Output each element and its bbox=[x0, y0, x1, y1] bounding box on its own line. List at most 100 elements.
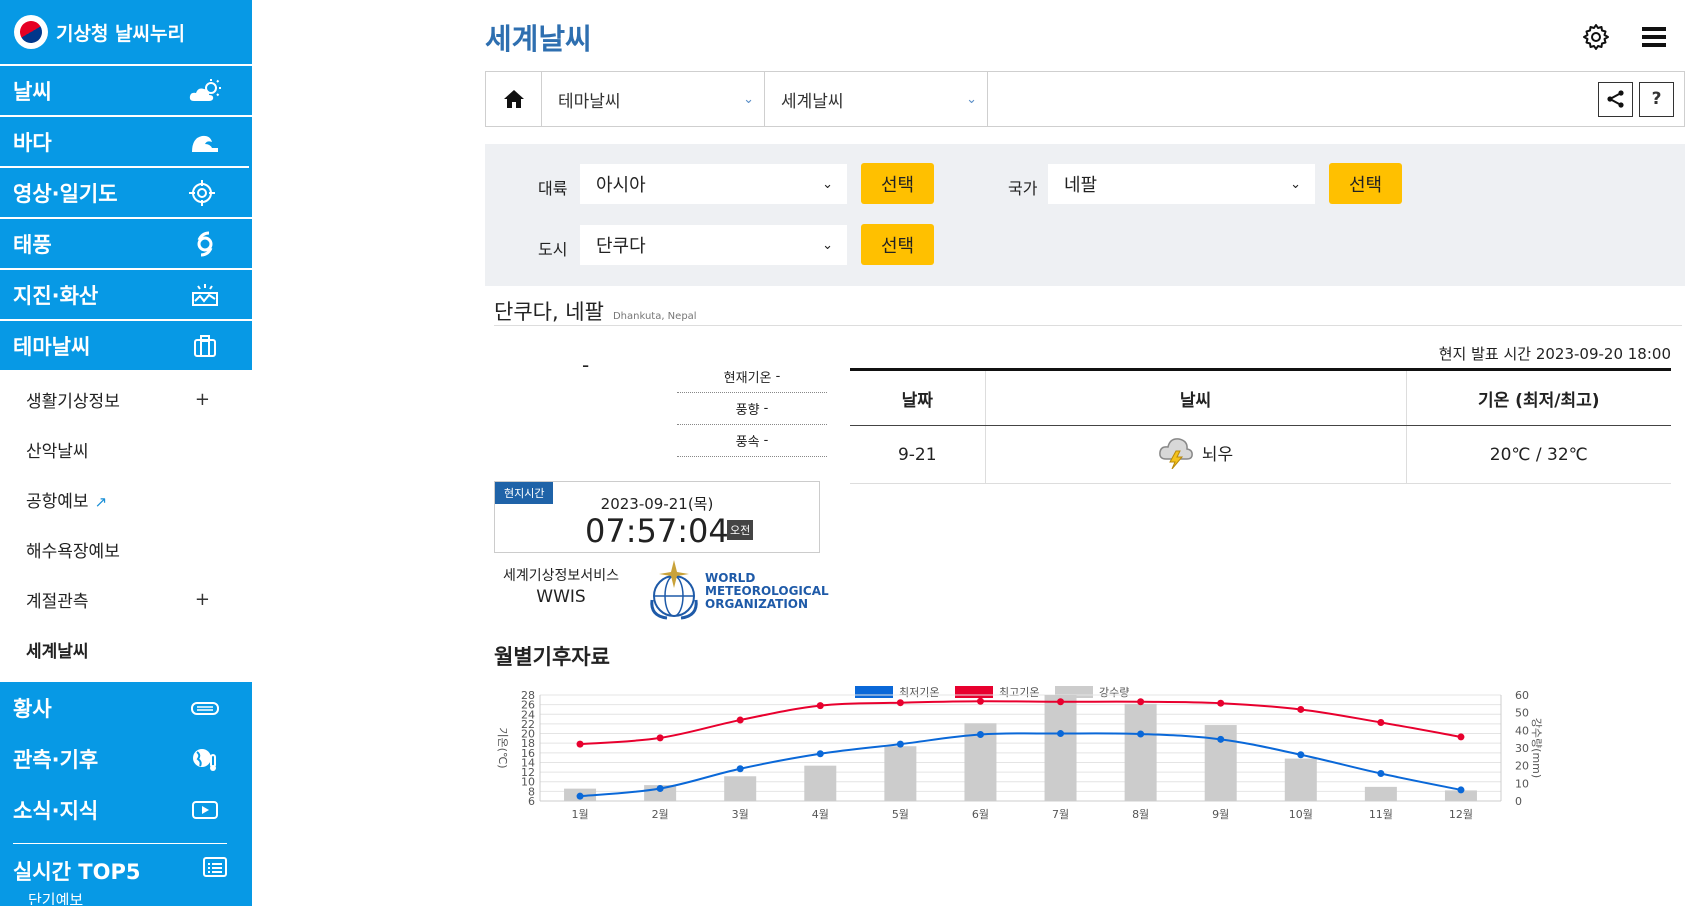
settings-button[interactable] bbox=[1579, 20, 1613, 54]
wmo-line1: WORLD bbox=[705, 570, 756, 585]
sub-item-beach[interactable]: 해수욕장예보 bbox=[0, 524, 252, 574]
wwis-name-en: WWIS bbox=[536, 587, 586, 607]
sub-item-living[interactable]: 생활기상정보 + bbox=[0, 374, 252, 424]
plus-icon[interactable]: + bbox=[194, 588, 210, 610]
sub-label-active: 세계날씨 bbox=[18, 637, 97, 662]
dust-icon bbox=[188, 694, 222, 722]
x-tick-label: 4월 bbox=[812, 808, 829, 821]
sidebar: 기상청 날씨누리 날씨 바다 영상·일기도 bbox=[0, 0, 252, 906]
precip-bar bbox=[1364, 786, 1397, 801]
wind-speed-row: 풍속 - bbox=[677, 425, 827, 457]
nav-label: 바다 bbox=[13, 130, 52, 155]
col-date: 날짜 bbox=[850, 369, 985, 426]
legend-swatch bbox=[955, 686, 993, 698]
home-button[interactable] bbox=[486, 72, 542, 126]
nav-news[interactable]: 소식·지식 bbox=[0, 784, 252, 835]
y-tick-label-left: 8 bbox=[528, 785, 535, 798]
y-tick-label-left: 26 bbox=[521, 699, 535, 712]
nav-theme-weather[interactable]: 테마날씨 bbox=[0, 319, 252, 370]
hamburger-icon bbox=[1642, 27, 1666, 47]
globe-thermometer-icon bbox=[188, 745, 222, 773]
country-select-button[interactable]: 선택 bbox=[1329, 163, 1402, 204]
y-axis-title-left: 기온(℃) bbox=[496, 727, 509, 768]
sub-label: 산악날씨 bbox=[26, 441, 89, 462]
nav-weather[interactable]: 날씨 bbox=[0, 64, 252, 115]
min-temp-point bbox=[1297, 751, 1305, 759]
y-tick-label-left: 16 bbox=[521, 747, 535, 760]
row-date: 9-21 bbox=[850, 425, 985, 484]
x-tick-label: 1월 bbox=[571, 808, 588, 821]
wwis-name-ko: 세계기상정보서비스 bbox=[503, 568, 619, 584]
wmo-line2: METEOROLOGICAL bbox=[705, 583, 829, 598]
breadcrumb-select-theme[interactable]: 테마날씨 ⌄ bbox=[542, 72, 765, 126]
min-temp-point bbox=[656, 784, 664, 792]
continent-select[interactable]: 아시아 ⌄ bbox=[580, 164, 847, 204]
chevron-down-icon: ⌄ bbox=[822, 237, 833, 253]
wind-speed-label: 풍속 bbox=[735, 435, 760, 450]
y-tick-label-right: 60 bbox=[1515, 689, 1529, 702]
precip-bar bbox=[1444, 790, 1477, 801]
country-label: 국가 bbox=[1008, 179, 1038, 198]
y-tick-label-left: 18 bbox=[521, 737, 535, 750]
chevron-down-icon: ⌄ bbox=[822, 176, 833, 192]
wmo-emblem-icon bbox=[650, 560, 698, 620]
site-name: 기상청 날씨누리 bbox=[56, 22, 185, 45]
nav-label: 소식·지식 bbox=[13, 798, 99, 823]
wind-dir-value: - bbox=[763, 401, 769, 416]
max-temp-point bbox=[1137, 698, 1145, 706]
share-button[interactable] bbox=[1598, 81, 1633, 117]
y-tick-label-right: 50 bbox=[1515, 707, 1529, 720]
city-select[interactable]: 단쿠다 ⌄ bbox=[580, 225, 847, 265]
x-tick-label: 5월 bbox=[892, 808, 909, 821]
y-tick-label-left: 10 bbox=[521, 776, 535, 789]
legend-swatch bbox=[855, 686, 893, 698]
thunderstorm-icon bbox=[1158, 438, 1193, 469]
site-logo[interactable]: 기상청 날씨누리 bbox=[0, 0, 252, 64]
continent-select-button[interactable]: 선택 bbox=[861, 163, 934, 204]
nav-observation[interactable]: 관측·기후 bbox=[0, 733, 252, 784]
legend-label: 최고기온 bbox=[999, 686, 1039, 699]
nav-earthquake[interactable]: 지진·화산 bbox=[0, 268, 252, 319]
col-weather: 날씨 bbox=[984, 369, 1406, 426]
local-time-tag: 현지시간 bbox=[495, 482, 554, 504]
x-tick-label: 3월 bbox=[732, 808, 749, 821]
help-button[interactable]: ? bbox=[1639, 81, 1674, 117]
country-select[interactable]: 네팔 ⌄ bbox=[1048, 164, 1315, 204]
nav-typhoon[interactable]: 태풍 bbox=[0, 217, 252, 268]
wmo-logo[interactable]: WORLD METEOROLOGICAL ORGANIZATION bbox=[647, 560, 829, 622]
legend-label: 최저기온 bbox=[899, 686, 939, 699]
share-icon bbox=[1606, 90, 1624, 108]
sub-item-mountain[interactable]: 산악날씨 bbox=[0, 424, 252, 474]
sub-item-world[interactable]: 세계날씨 bbox=[0, 624, 252, 674]
min-temp-point bbox=[1377, 770, 1385, 778]
realtime-top5[interactable]: 실시간 TOP5 bbox=[13, 843, 227, 891]
city-heading: 단쿠다, 네팔 Dhankuta, Nepal bbox=[494, 296, 1682, 326]
menu-button[interactable] bbox=[1637, 20, 1671, 54]
theme-submenu: 생활기상정보 + 산악날씨 공항예보 ↗ 해수욕장예보 계절관측 + 세계날씨 bbox=[0, 370, 252, 682]
current-temp-value: - bbox=[775, 369, 781, 384]
y-tick-label-right: 10 bbox=[1515, 777, 1529, 790]
max-temp-point bbox=[816, 702, 824, 710]
chevron-down-icon: ⌄ bbox=[966, 91, 977, 107]
earthquake-icon bbox=[188, 281, 222, 309]
top5-first-item[interactable]: 단기예보 bbox=[28, 891, 84, 905]
row-weather-label: 뇌우 bbox=[1201, 444, 1234, 465]
sub-item-airport[interactable]: 공항예보 ↗ bbox=[0, 474, 252, 524]
x-tick-label: 10월 bbox=[1289, 808, 1313, 821]
local-date: 2023-09-21(목) bbox=[600, 495, 714, 513]
current-temp-row: 현재기온 - bbox=[677, 361, 827, 393]
nav-dust[interactable]: 황사 bbox=[0, 682, 252, 733]
nav-sea[interactable]: 바다 bbox=[0, 115, 252, 166]
plus-icon[interactable]: + bbox=[194, 388, 210, 410]
current-weather-value: - bbox=[582, 353, 590, 377]
max-temp-point bbox=[1377, 718, 1385, 726]
precip-bar bbox=[884, 746, 917, 801]
city-select-button[interactable]: 선택 bbox=[861, 224, 934, 265]
sub-item-season[interactable]: 계절관측 + bbox=[0, 574, 252, 624]
breadcrumb-select-page[interactable]: 세계날씨 ⌄ bbox=[765, 72, 988, 126]
chevron-down-icon: ⌄ bbox=[743, 91, 754, 107]
home-icon bbox=[503, 90, 524, 108]
country-value: 네팔 bbox=[1064, 175, 1098, 196]
wwis-credit[interactable]: 세계기상정보서비스 WWIS bbox=[496, 565, 626, 607]
nav-imagery[interactable]: 영상·일기도 bbox=[0, 166, 249, 217]
